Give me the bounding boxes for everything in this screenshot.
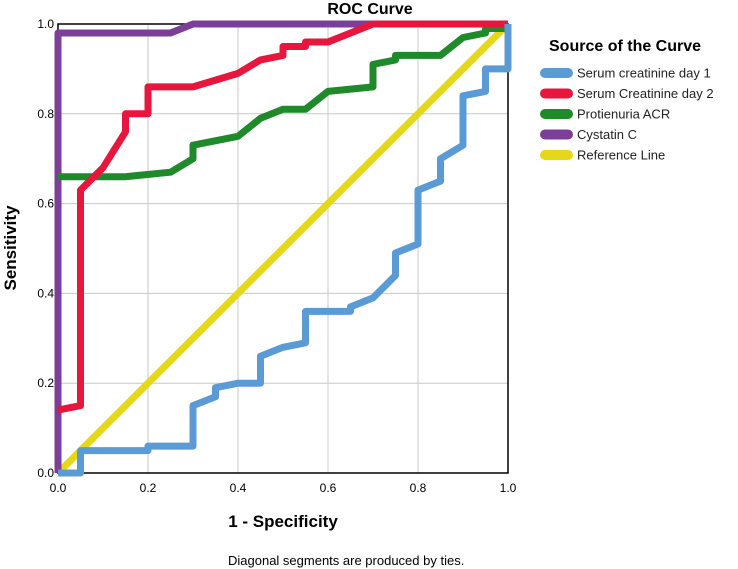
y-axis-title: Sensitivity (1, 205, 20, 291)
legend-label: Reference Line (577, 148, 665, 163)
legend-swatch (540, 68, 573, 78)
legend-serum-creatinine-day-2: Serum Creatinine day 2 (540, 86, 714, 101)
legend-swatch (540, 150, 573, 160)
serum-creatinine-day-2-line (57, 20, 508, 414)
y-tick-label: 0.2 (37, 376, 54, 390)
y-tick-label: 0.0 (37, 466, 54, 480)
legend-swatch (540, 88, 573, 99)
chart-title: ROC Curve (327, 1, 412, 18)
legend-protienuria-acr: Protienuria ACR (540, 107, 670, 122)
x-tick-labels: 0.0 0.2 0.4 0.6 0.8 1.0 (50, 481, 517, 495)
y-tick-labels: 0.0 0.2 0.4 0.6 0.8 1.0 (37, 17, 54, 480)
x-tick-label: 0.2 (140, 481, 157, 495)
series-lines (54, 20, 512, 477)
legend-label: Protienuria ACR (577, 107, 670, 122)
y-tick-label: 0.8 (37, 107, 54, 121)
legend-title: Source of the Curve (549, 38, 701, 55)
legend-swatch (540, 109, 573, 119)
legend-swatch (540, 129, 573, 140)
x-axis-title: 1 - Specificity (228, 512, 338, 531)
footnote: Diagonal segments are produced by ties. (228, 553, 464, 568)
legend-label: Serum Creatinine day 2 (577, 86, 714, 101)
x-tick-label: 0.0 (50, 481, 67, 495)
y-tick-label: 0.6 (37, 197, 54, 211)
y-tick-label: 1.0 (37, 17, 54, 31)
legend-serum-creatinine-day-1: Serum creatinine day 1 (540, 66, 711, 81)
legend: Serum creatinine day 1 Serum Creatinine d… (540, 66, 714, 163)
x-tick-label: 0.8 (410, 481, 427, 495)
serum-creatinine-day-1-line (58, 24, 512, 477)
legend-label: Cystatin C (577, 127, 637, 142)
x-tick-label: 1.0 (500, 481, 517, 495)
legend-reference-line: Reference Line (540, 148, 665, 163)
x-tick-label: 0.4 (230, 481, 247, 495)
reference-line (55, 21, 511, 476)
legend-label: Serum creatinine day 1 (577, 66, 711, 81)
y-tick-label: 0.4 (37, 286, 54, 300)
legend-cystatin-c: Cystatin C (540, 127, 637, 142)
protienuria-acr-line (58, 24, 512, 181)
x-tick-label: 0.6 (320, 481, 337, 495)
